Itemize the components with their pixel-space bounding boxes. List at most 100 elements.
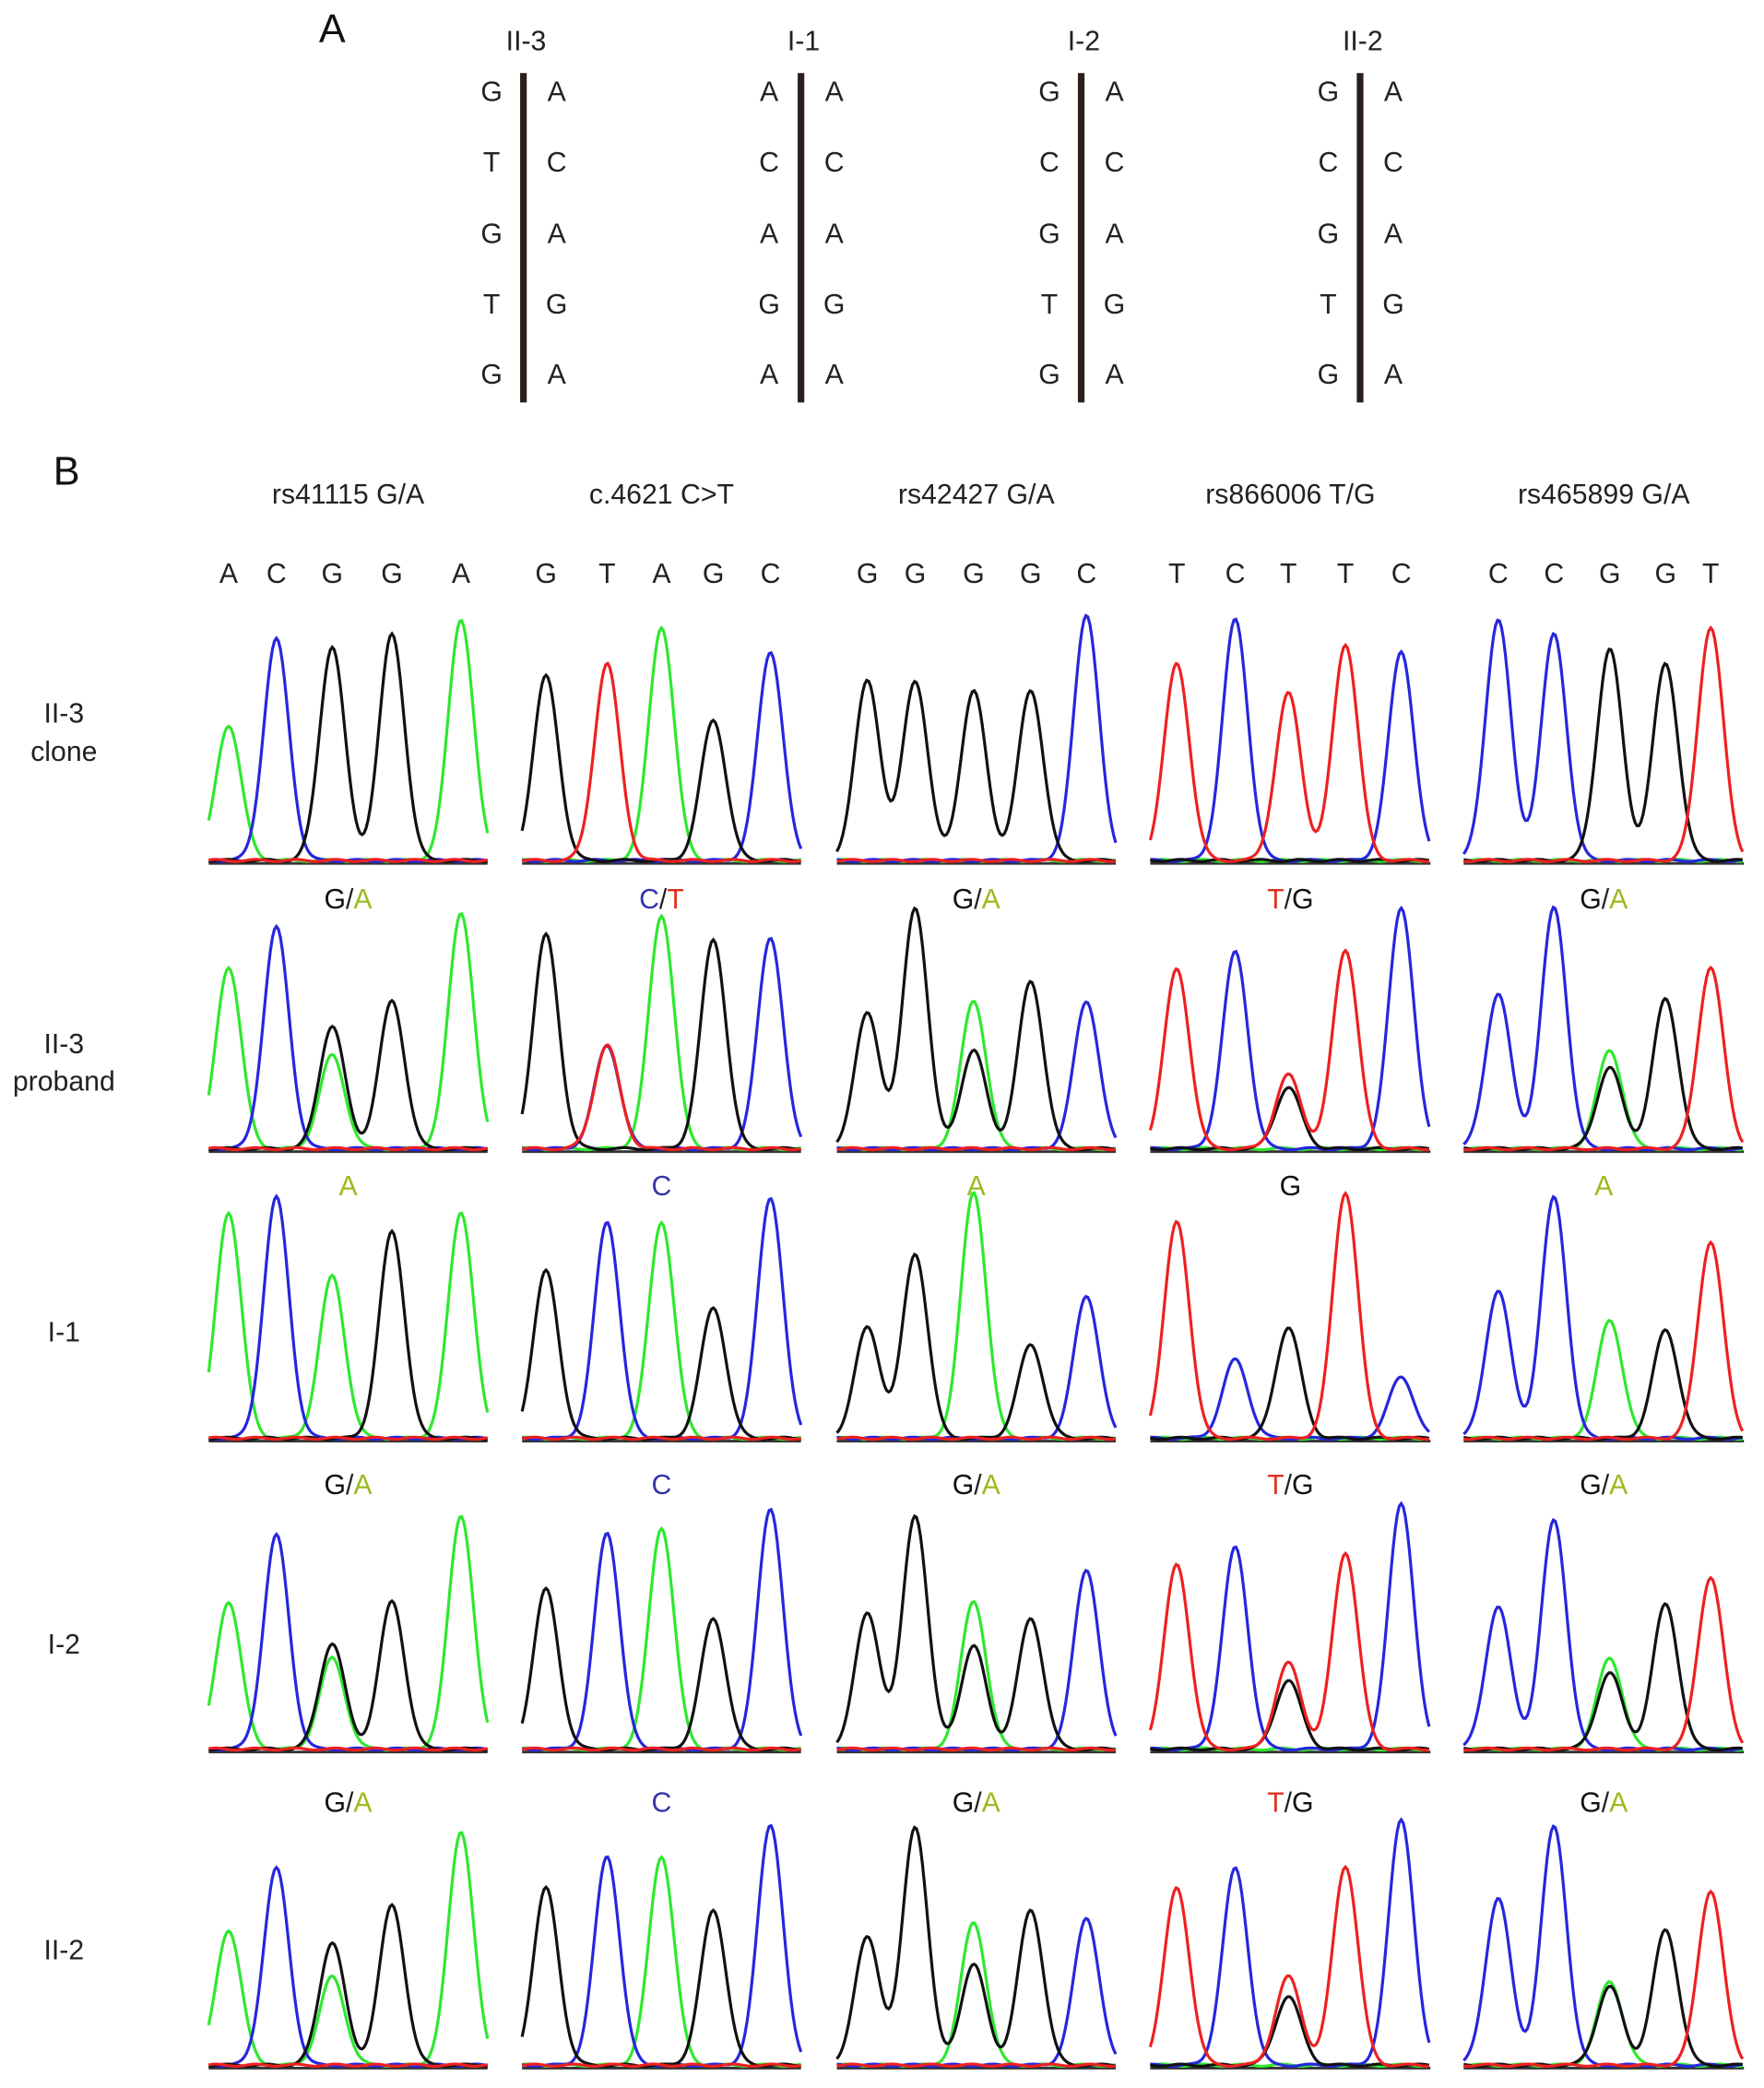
trace-C [1462,1194,1744,1441]
base-call: T [598,559,615,589]
individual-label: I-1 [787,27,820,57]
genotype-label: C/T [639,884,684,915]
genotype-allele: / [346,1787,354,1818]
haplotype-I-2: I-2 G C G T G A C A G A [1038,27,1125,403]
trace-T [1148,1864,1429,2068]
trace-A [1463,1656,1743,1752]
sample-label: II-3 [43,1029,84,1060]
base-call: C [1544,559,1564,589]
base-call: C [266,559,287,589]
trace-T [1148,1191,1429,1441]
genotype-allele: G [1292,884,1314,915]
allele-right: A [548,77,567,107]
genotype-allele: A [1609,884,1628,915]
trace-C [521,1507,803,1752]
trace-T [1463,1240,1745,1441]
sample-label: I-2 [48,1630,80,1660]
genotype-allele: G [324,1787,346,1818]
sample-label: clone [30,737,97,767]
genotype-label: A [1594,1171,1614,1202]
trace-T [1148,642,1429,863]
genotype-allele: G [953,884,975,915]
allele-right: A [1105,360,1124,390]
trace-G [520,672,801,863]
trace-T [1463,1575,1745,1752]
base-call: A [652,559,671,589]
trace-A [836,1600,1117,1752]
trace-A [207,1514,490,1752]
trace-A [1463,1049,1743,1152]
allele-left: G [480,219,503,250]
trace-C [521,1823,803,2068]
trace-C [1150,1817,1431,2068]
genotype-label: C [652,1787,672,1818]
trace-C [836,1000,1118,1152]
allele-left: G [1038,360,1060,390]
trace-T [208,1435,489,1441]
individual-label: II-2 [1343,27,1383,57]
locus-title: rs866006 T/G [1205,480,1375,510]
trace-A [522,1525,801,1752]
genotype-allele: G [324,884,346,915]
trace-T [208,1746,489,1752]
sample-row: I-2G/A C G/A T/G G/A [48,1470,1745,1754]
trace-T [521,1746,801,1752]
trace-T [836,2062,1117,2068]
trace-G [1150,1679,1430,1752]
genotype-allele: T [1267,1470,1284,1501]
trace-C [521,936,803,1152]
locus-title: rs465899 G/A [1518,480,1690,510]
panel-a-label: A [319,7,346,52]
trace-G [1463,1328,1743,1441]
sample-row: II-2G/A C G/A T/G G/A [43,1787,1745,2070]
genotype-allele: / [974,1470,982,1501]
genotype-allele: / [1285,1470,1293,1501]
sample-row: I-1A C A G A [48,1171,1745,1443]
allele-left: G [1318,77,1340,107]
genotype-allele: G [324,1470,346,1501]
allele-right: A [1105,77,1124,107]
base-call: C [761,559,781,589]
trace-C [521,1196,803,1441]
genotype-allele: T [667,884,683,915]
base-call: C [1076,559,1096,589]
trace-G [520,1267,801,1441]
trace-T [521,661,801,863]
trace-C [1462,618,1744,863]
trace-C [836,1916,1118,2068]
base-call: T [1168,559,1185,589]
allele-left: G [1038,219,1060,250]
genotype-allele: T [1267,1787,1284,1818]
allele-right: C [547,148,567,178]
allele-left: A [760,360,779,390]
genotype-allele: G [1580,1470,1602,1501]
base-call: G [535,559,557,589]
trace-A [836,1191,1117,1441]
genotype-label: G/A [1580,1470,1628,1501]
allele-right: A [825,77,845,107]
allele-right: G [1382,290,1404,320]
genotype-allele: / [346,1470,354,1501]
base-call: A [219,559,239,589]
allele-right: G [1104,290,1126,320]
genotype-label: G/A [1580,1787,1628,1818]
trace-C [1150,905,1431,1152]
trace-T [836,1746,1117,1752]
allele-left: C [1039,148,1060,178]
genotype-label: C [652,1171,672,1202]
allele-right: A [548,219,567,250]
trace-C [1150,1357,1431,1441]
allele-left: T [483,148,500,178]
allele-left: G [1318,219,1340,250]
genotype-allele: A [982,884,1001,915]
panel-b-label: B [53,450,80,494]
base-call: G [1020,559,1042,589]
trace-A [207,1210,490,1441]
trace-T [836,1145,1117,1152]
allele-left: A [760,77,779,107]
genotype-allele: A [353,884,373,915]
genotype-allele: C [652,1171,672,1202]
